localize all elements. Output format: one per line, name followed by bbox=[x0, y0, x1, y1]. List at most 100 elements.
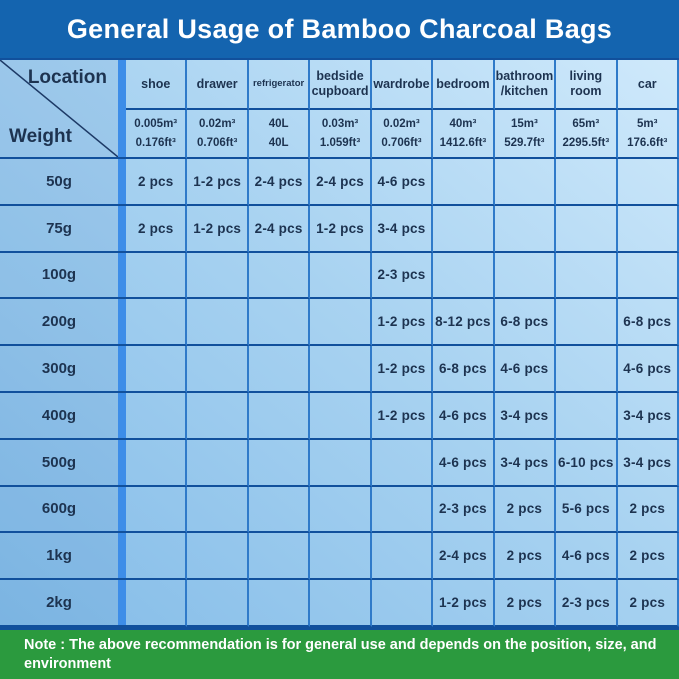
usage-cell-500g-living-room: 6-10 pcs bbox=[556, 439, 618, 487]
usage-cell-400g-bathroom-kitchen: 3-4 pcs bbox=[494, 392, 557, 440]
weight-label-75g: 75g bbox=[0, 205, 118, 253]
column-separator-bar bbox=[118, 486, 126, 534]
usage-cell-100g-wardrobe: 2-3 pcs bbox=[371, 252, 434, 300]
usage-cell-500g-wardrobe bbox=[371, 439, 434, 487]
usage-table: Location Weight shoe drawer refrigerator be… bbox=[0, 58, 679, 630]
column-header-bathroom-kitchen: bathroom /kitchen bbox=[494, 60, 557, 110]
usage-cell-100g-living-room bbox=[556, 252, 618, 300]
volume-imperial-value: 0.706ft³ bbox=[381, 136, 422, 149]
usage-cell-300g-car: 4-6 pcs bbox=[617, 346, 679, 393]
usage-cell-2kg-living-room: 2-3 pcs bbox=[556, 580, 618, 627]
usage-cell-1kg-drawer bbox=[187, 533, 249, 581]
weight-label-200g: 200g bbox=[0, 299, 118, 347]
usage-cell-300g-bedside-cupboard bbox=[310, 346, 372, 393]
column-volume-living-room: 65m³ 2295.5ft³ bbox=[556, 110, 618, 159]
column-header-refrigerator: refrigerator bbox=[248, 60, 311, 110]
column-separator-bar bbox=[118, 60, 126, 159]
usage-cell-75g-living-room bbox=[556, 205, 618, 253]
column-volume-bathroom-kitchen: 15m³ 529.7ft³ bbox=[494, 110, 557, 159]
usage-cell-400g-bedroom: 4-6 pcs bbox=[433, 392, 495, 440]
usage-cell-100g-drawer bbox=[187, 252, 249, 300]
usage-cell-1kg-bedside-cupboard bbox=[310, 533, 372, 581]
volume-imperial-value: 40L bbox=[268, 136, 289, 149]
usage-cell-50g-shoe: 2 pcs bbox=[126, 159, 188, 206]
column-header-bedroom: bedroom bbox=[433, 60, 495, 110]
column-header-wardrobe: wardrobe bbox=[371, 60, 434, 110]
usage-cell-50g-bathroom-kitchen bbox=[494, 159, 557, 206]
weight-label-300g: 300g bbox=[0, 346, 118, 393]
usage-cell-2kg-refrigerator bbox=[248, 580, 311, 627]
usage-cell-1kg-wardrobe bbox=[371, 533, 434, 581]
volume-imperial-value: 529.7ft³ bbox=[504, 136, 545, 149]
usage-cell-200g-bedroom: 8-12 pcs bbox=[433, 299, 495, 347]
column-separator-bar bbox=[118, 392, 126, 440]
usage-cell-75g-bathroom-kitchen bbox=[494, 205, 557, 253]
column-volume-refrigerator: 40L 40L bbox=[248, 110, 311, 159]
usage-cell-300g-wardrobe: 1-2 pcs bbox=[371, 346, 434, 393]
usage-cell-600g-bedside-cupboard bbox=[310, 486, 372, 534]
column-separator-bar bbox=[118, 439, 126, 487]
volume-imperial-value: 0.706ft³ bbox=[197, 136, 238, 149]
weight-label-2kg: 2kg bbox=[0, 580, 118, 627]
usage-cell-2kg-shoe bbox=[126, 580, 188, 627]
usage-cell-75g-shoe: 2 pcs bbox=[126, 205, 188, 253]
volume-metric-value: 0.02m³ bbox=[383, 118, 420, 131]
usage-cell-600g-bedroom: 2-3 pcs bbox=[433, 486, 495, 534]
column-volume-car: 5m³ 176.6ft³ bbox=[617, 110, 679, 159]
volume-imperial-value: 0.176ft³ bbox=[135, 136, 176, 149]
weight-header-label: Weight bbox=[9, 126, 72, 147]
usage-cell-500g-bedside-cupboard bbox=[310, 439, 372, 487]
column-separator-bar bbox=[118, 580, 126, 627]
usage-cell-400g-drawer bbox=[187, 392, 249, 440]
usage-cell-100g-refrigerator bbox=[248, 252, 311, 300]
usage-cell-75g-car bbox=[617, 205, 679, 253]
column-separator-bar bbox=[118, 346, 126, 393]
usage-cell-50g-car bbox=[617, 159, 679, 206]
usage-cell-50g-bedside-cupboard: 2-4 pcs bbox=[310, 159, 372, 206]
weight-label-1kg: 1kg bbox=[0, 533, 118, 581]
volume-metric-value: 15m³ bbox=[510, 118, 538, 131]
column-header-car: car bbox=[617, 60, 679, 110]
usage-cell-100g-shoe bbox=[126, 252, 188, 300]
volume-metric-value: 0.02m³ bbox=[198, 118, 236, 131]
volume-metric-value: 0.03m³ bbox=[321, 118, 359, 131]
usage-cell-100g-bedroom bbox=[433, 252, 495, 300]
location-weight-corner-cell: Location Weight bbox=[0, 60, 118, 159]
usage-cell-100g-bathroom-kitchen bbox=[494, 252, 557, 300]
usage-cell-1kg-bedroom: 2-4 pcs bbox=[433, 533, 495, 581]
usage-cell-50g-bedroom bbox=[433, 159, 495, 206]
usage-cell-200g-living-room bbox=[556, 299, 618, 347]
usage-cell-400g-car: 3-4 pcs bbox=[617, 392, 679, 440]
usage-cell-50g-drawer: 1-2 pcs bbox=[187, 159, 249, 206]
volume-metric-value: 0.005m³ bbox=[134, 118, 178, 131]
usage-cell-400g-wardrobe: 1-2 pcs bbox=[371, 392, 434, 440]
page-title: General Usage of Bamboo Charcoal Bags bbox=[66, 13, 613, 44]
usage-cell-75g-bedside-cupboard: 1-2 pcs bbox=[310, 205, 372, 253]
usage-cell-2kg-bedside-cupboard bbox=[310, 580, 372, 627]
usage-cell-500g-shoe bbox=[126, 439, 188, 487]
volume-imperial-value: 1412.6ft³ bbox=[439, 136, 487, 149]
usage-cell-2kg-bathroom-kitchen: 2 pcs bbox=[494, 580, 557, 627]
usage-cell-2kg-car: 2 pcs bbox=[617, 580, 679, 627]
volume-imperial-value: 176.6ft³ bbox=[627, 136, 668, 149]
usage-cell-2kg-drawer bbox=[187, 580, 249, 627]
title-bar: General Usage of Bamboo Charcoal Bags bbox=[0, 0, 679, 58]
usage-cell-1kg-shoe bbox=[126, 533, 188, 581]
usage-cell-1kg-refrigerator bbox=[248, 533, 311, 581]
usage-cell-400g-bedside-cupboard bbox=[310, 392, 372, 440]
usage-cell-500g-bedroom: 4-6 pcs bbox=[433, 439, 495, 487]
column-volume-bedroom: 40m³ 1412.6ft³ bbox=[433, 110, 495, 159]
usage-cell-50g-living-room bbox=[556, 159, 618, 206]
note-bar: Note : The above recommendation is for g… bbox=[0, 630, 679, 679]
usage-cell-600g-bathroom-kitchen: 2 pcs bbox=[494, 486, 557, 534]
usage-cell-600g-wardrobe bbox=[371, 486, 434, 534]
weight-label-100g: 100g bbox=[0, 252, 118, 300]
usage-cell-100g-car bbox=[617, 252, 679, 300]
weight-label-600g: 600g bbox=[0, 486, 118, 534]
usage-cell-300g-bathroom-kitchen: 4-6 pcs bbox=[494, 346, 557, 393]
column-header-bedside-cupboard: bedside cupboard bbox=[310, 60, 372, 110]
column-header-drawer: drawer bbox=[187, 60, 249, 110]
usage-cell-100g-bedside-cupboard bbox=[310, 252, 372, 300]
usage-cell-300g-shoe bbox=[126, 346, 188, 393]
